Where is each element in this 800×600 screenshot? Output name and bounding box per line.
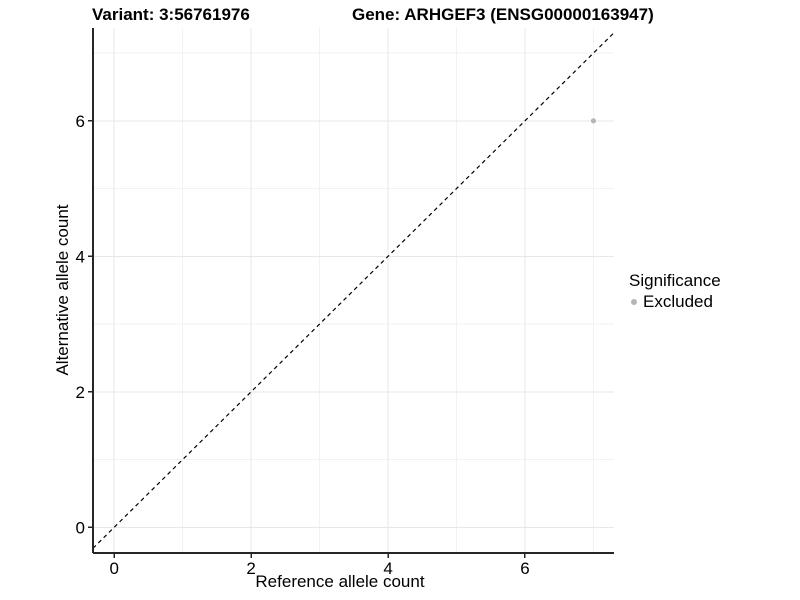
x-tick-label: 2 xyxy=(246,559,255,578)
x-tick-label: 4 xyxy=(383,559,392,578)
plot-title-variant: Variant: 3:56761976 xyxy=(92,5,250,24)
identity-dashed-line xyxy=(93,32,614,549)
legend: Significance Excluded xyxy=(629,271,721,311)
legend-point-icon xyxy=(631,298,637,305)
legend-item-label: Excluded xyxy=(643,292,713,311)
data-point xyxy=(590,118,597,124)
legend-title: Significance xyxy=(629,271,721,290)
x-tick-label: 6 xyxy=(520,559,529,578)
y-axis-title: Alternative allele count xyxy=(53,204,72,376)
y-tick-label: 0 xyxy=(76,518,85,537)
y-tick-label: 6 xyxy=(76,112,85,131)
x-axis-title: Reference allele count xyxy=(255,572,425,591)
y-tick-label: 2 xyxy=(76,383,85,402)
legend-item-excluded: Excluded xyxy=(629,292,721,311)
x-tick-label: 0 xyxy=(109,559,118,578)
plot-title-gene: Gene: ARHGEF3 (ENSG00000163947) xyxy=(352,5,654,24)
y-tick-label: 4 xyxy=(76,247,85,266)
